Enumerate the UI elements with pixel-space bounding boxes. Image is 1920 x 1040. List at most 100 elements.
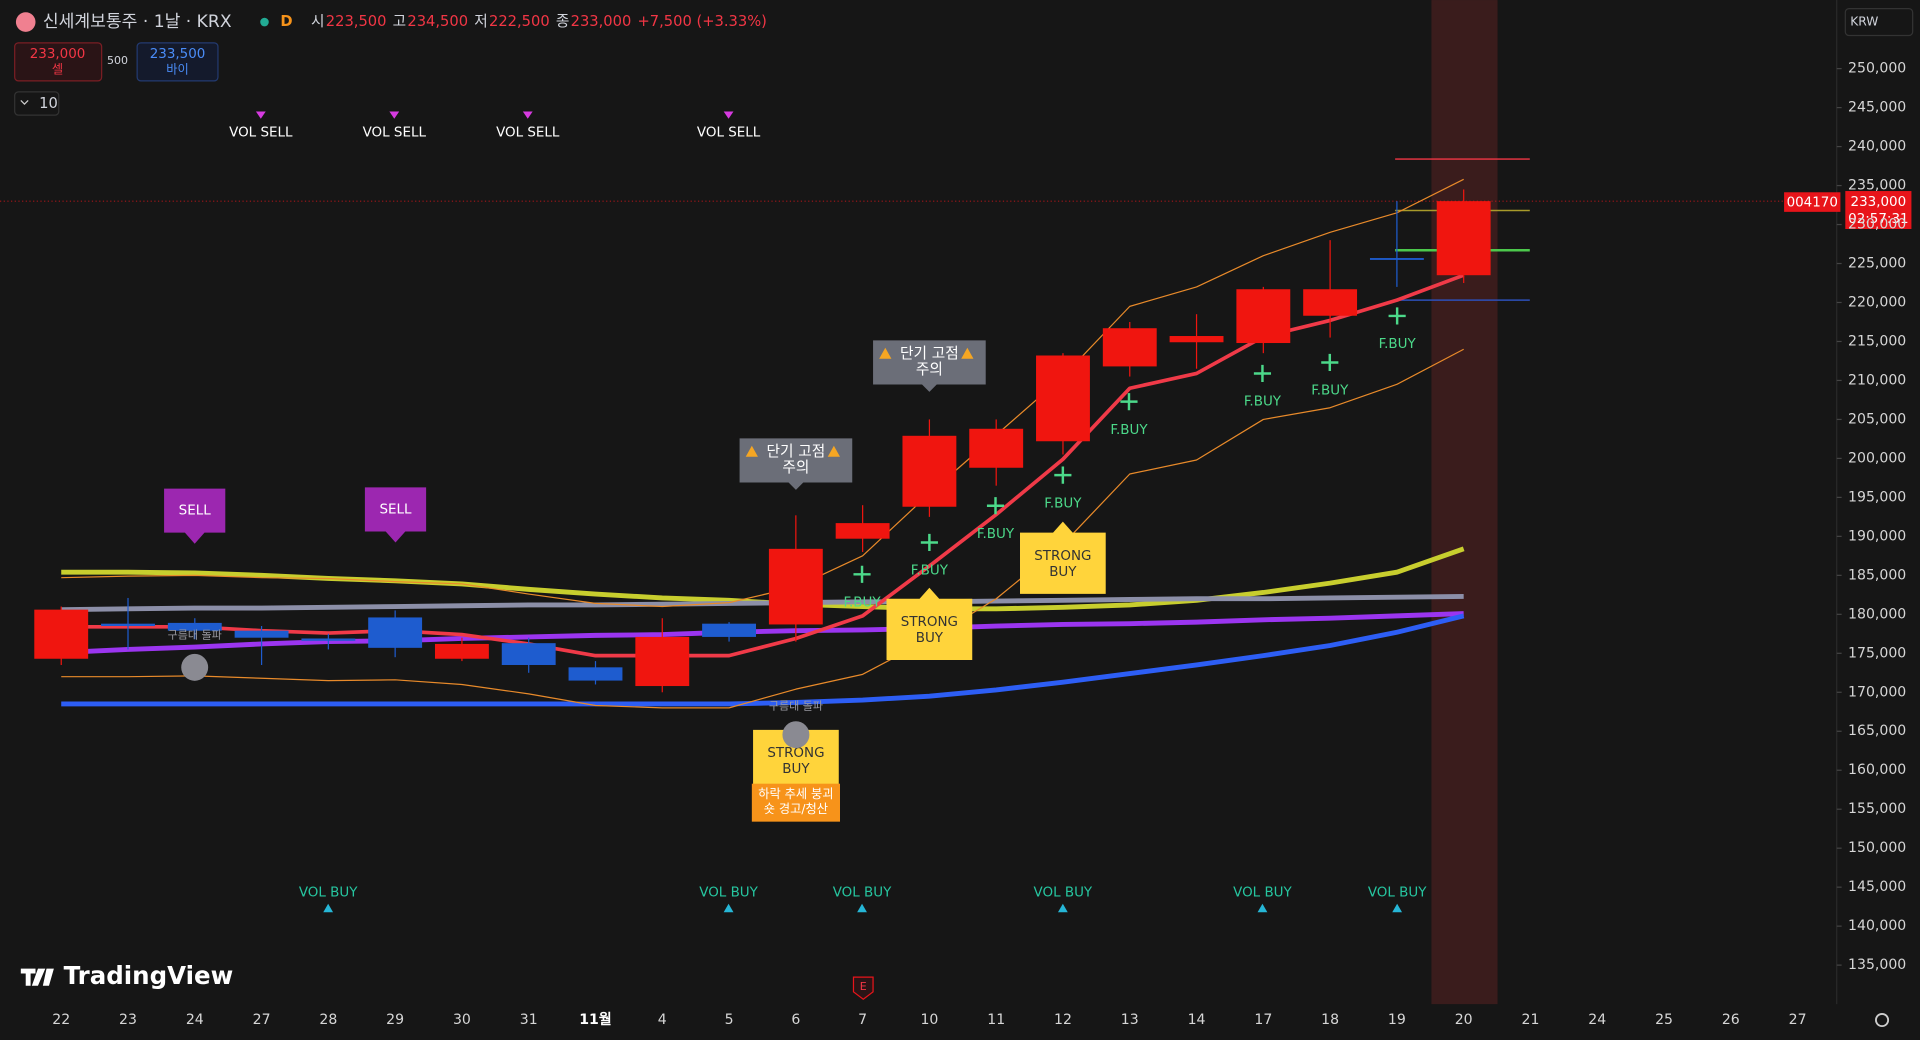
plot [0,158,1837,709]
plus [1321,353,1339,372]
y-tick-label: 250,000 [1848,61,1906,77]
warning-icon [827,445,840,457]
strong-buy: STRONG [1034,549,1091,564]
indicator-line [61,613,1465,707]
x-tick-label: 11 [987,1012,1005,1028]
x-tick-label: 31 [520,1012,538,1028]
candle-body [368,617,423,648]
chevron [20,99,29,105]
x-tick-label: 25 [1655,1012,1673,1028]
x-tick-label: 23 [119,1012,137,1028]
sell-signal: SELL [179,504,212,519]
buy-arrow [323,903,334,913]
settings-icon[interactable] [1875,1012,1890,1028]
buy-arrow [1257,903,1268,913]
candle-body [501,643,556,665]
candle-body [1169,336,1224,343]
y-tick-label: 140,000 [1848,918,1906,934]
x-tick-label: 30 [453,1012,471,1028]
candle-body [1236,289,1291,344]
y-tick-label: 165,000 [1848,723,1906,739]
y-tick-label: 155,000 [1848,801,1906,817]
y-tick-label: 170,000 [1848,684,1906,700]
plus [1120,393,1138,411]
y-tick-label: 190,000 [1848,528,1906,544]
strong-buy-box [1020,521,1106,594]
currency-select[interactable] [1844,7,1914,37]
x-tick-label: 6 [791,1012,800,1028]
session-highlight [1431,0,1498,1005]
vol-sell: VOL SELL [697,125,761,140]
plus [986,497,1005,515]
indicator-count: 10 [39,95,58,112]
cloud-marker [782,721,810,749]
x-tick-label: 27 [253,1012,271,1028]
sell-box [164,488,226,544]
y-tick-label: 150,000 [1848,840,1906,856]
x-tick-label: 22 [52,1012,70,1028]
y-tick-label: 185,000 [1848,567,1906,583]
ohlc-value: 222,500 [489,13,550,30]
strong-buy: BUY [782,762,810,777]
change: +7,500 (+3.33%) [637,13,766,30]
indicator-line [61,611,1464,655]
strong-buy: STRONG [901,615,958,630]
buy-button[interactable] [136,42,219,82]
sell-box [364,487,427,543]
ohlc-value: 233,000 [571,13,632,30]
candle-body [568,667,623,681]
y-tick-label: 175,000 [1848,645,1906,661]
ohlc-label: 고 [393,13,407,30]
exit-box [751,783,840,822]
x-tick-label: 5 [725,1012,734,1028]
cloud-marker [181,653,209,681]
y-tick-label: 160,000 [1848,762,1906,778]
exit-text: 하락 추세 붕괴 [758,787,833,801]
strong-buy-box [753,729,839,792]
y-tick-label: 210,000 [1848,372,1906,388]
buy-price: 233,500 [150,47,206,62]
buy-arrow [723,903,734,913]
candle-body [101,623,155,627]
candle-body [1303,289,1358,316]
ticker: 004170 [1787,196,1838,211]
status-dot [260,17,269,27]
cloud-break: 구름대 돌파 [769,700,823,713]
strong-buy: STRONG [767,746,824,761]
indicator-line [61,273,1465,658]
x-tick-label: 13 [1121,1012,1139,1028]
currency: KRW [1850,15,1878,29]
x-tick-label: 14 [1188,1012,1206,1028]
ohlc-value: 234,500 [407,13,468,30]
candle-body [768,548,823,625]
buy-arrow [1057,903,1068,913]
candle-body [635,636,690,687]
vol-buy: VOL BUY [1233,886,1292,901]
plus [1388,307,1406,325]
indicator-toggle[interactable] [14,91,60,116]
event-badge [852,976,874,1000]
f-buy: F.BUY [977,527,1015,542]
x-tick-label: 27 [1789,1012,1807,1028]
warning-text: 주의 [782,459,809,476]
ticker-tag [1784,192,1841,212]
candle-body [702,623,756,637]
candle-body [1036,355,1090,442]
candle-body [34,609,89,659]
symbol-logo [15,12,36,32]
y-tick-label: 135,000 [1848,957,1906,973]
x-tick-label: 7 [858,1012,867,1028]
vol-sell: VOL SELL [229,125,293,140]
warning-box [739,438,853,490]
indicator-line [61,593,1464,613]
ohlc-value: 223,500 [326,13,387,30]
x-tick-label: 17 [1254,1012,1272,1028]
y-tick-label: 195,000 [1848,489,1906,505]
candle-body [1102,328,1157,367]
candle-body [301,638,356,641]
warning-text: 단기 고점 [900,345,959,362]
sell-button[interactable] [14,42,103,82]
sell-price: 233,000 [30,47,86,62]
